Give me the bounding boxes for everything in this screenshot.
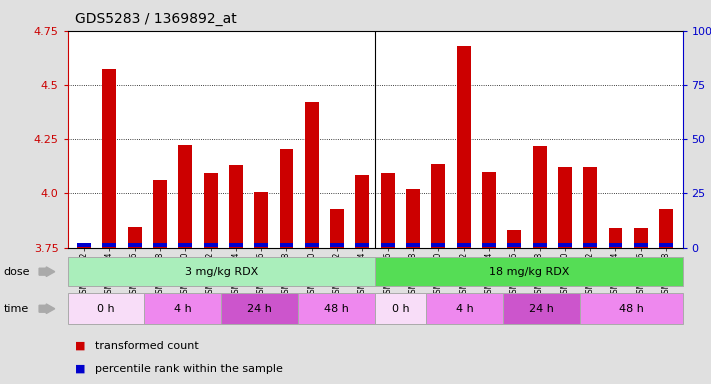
Bar	[427, 293, 503, 324]
Bar	[68, 293, 144, 324]
Bar	[305, 102, 319, 248]
Bar	[507, 230, 521, 248]
Bar	[406, 189, 420, 248]
Bar	[221, 293, 298, 324]
Bar	[356, 243, 369, 247]
Bar	[533, 243, 547, 247]
Bar	[583, 243, 597, 247]
Bar	[203, 173, 218, 248]
Bar	[503, 293, 580, 324]
Bar	[203, 243, 218, 247]
Text: 0 h: 0 h	[392, 304, 410, 314]
Bar	[255, 243, 268, 247]
Text: 24 h: 24 h	[529, 304, 554, 314]
Bar	[356, 175, 369, 248]
Bar	[178, 243, 192, 247]
Text: dose: dose	[4, 266, 30, 277]
Text: 24 h: 24 h	[247, 304, 272, 314]
Bar	[558, 167, 572, 248]
Text: 48 h: 48 h	[324, 304, 349, 314]
Text: 3 mg/kg RDX: 3 mg/kg RDX	[185, 266, 258, 277]
Text: 48 h: 48 h	[619, 304, 643, 314]
Text: transformed count: transformed count	[95, 341, 198, 351]
Bar	[456, 243, 471, 247]
Bar	[144, 293, 221, 324]
Bar	[406, 243, 420, 247]
Text: ■: ■	[75, 341, 85, 351]
Bar	[305, 243, 319, 247]
Bar	[279, 243, 294, 247]
Text: 0 h: 0 h	[97, 304, 114, 314]
Bar	[330, 243, 344, 247]
Text: GDS5283 / 1369892_at: GDS5283 / 1369892_at	[75, 12, 236, 25]
Bar	[102, 243, 117, 247]
Bar	[583, 167, 597, 248]
Bar	[432, 164, 445, 248]
Text: 18 mg/kg RDX: 18 mg/kg RDX	[488, 266, 569, 277]
Bar	[580, 293, 683, 324]
Text: ■: ■	[75, 364, 85, 374]
Text: 4 h: 4 h	[456, 304, 474, 314]
Bar	[153, 180, 167, 248]
Bar	[330, 209, 344, 248]
Text: time: time	[4, 304, 29, 314]
Text: 4 h: 4 h	[174, 304, 192, 314]
Bar	[507, 243, 521, 247]
Bar	[375, 293, 427, 324]
Bar	[178, 145, 192, 248]
Bar	[128, 243, 141, 247]
Bar	[128, 227, 141, 248]
Bar	[482, 243, 496, 247]
Bar	[381, 243, 395, 247]
Bar	[634, 243, 648, 247]
Bar	[381, 173, 395, 248]
Bar	[279, 149, 294, 248]
Bar	[298, 293, 375, 324]
Bar	[456, 46, 471, 248]
Text: percentile rank within the sample: percentile rank within the sample	[95, 364, 282, 374]
Bar	[102, 69, 117, 248]
Bar	[659, 209, 673, 248]
Bar	[482, 172, 496, 248]
Bar	[609, 243, 622, 247]
Bar	[558, 243, 572, 247]
Bar	[229, 243, 243, 247]
Bar	[77, 243, 91, 247]
Bar	[255, 192, 268, 248]
Bar	[77, 245, 91, 248]
Bar	[432, 243, 445, 247]
Bar	[153, 243, 167, 247]
Bar	[375, 257, 683, 286]
Bar	[634, 228, 648, 248]
Bar	[533, 146, 547, 248]
Bar	[609, 228, 622, 248]
Bar	[229, 165, 243, 248]
Bar	[659, 243, 673, 247]
Bar	[68, 257, 375, 286]
